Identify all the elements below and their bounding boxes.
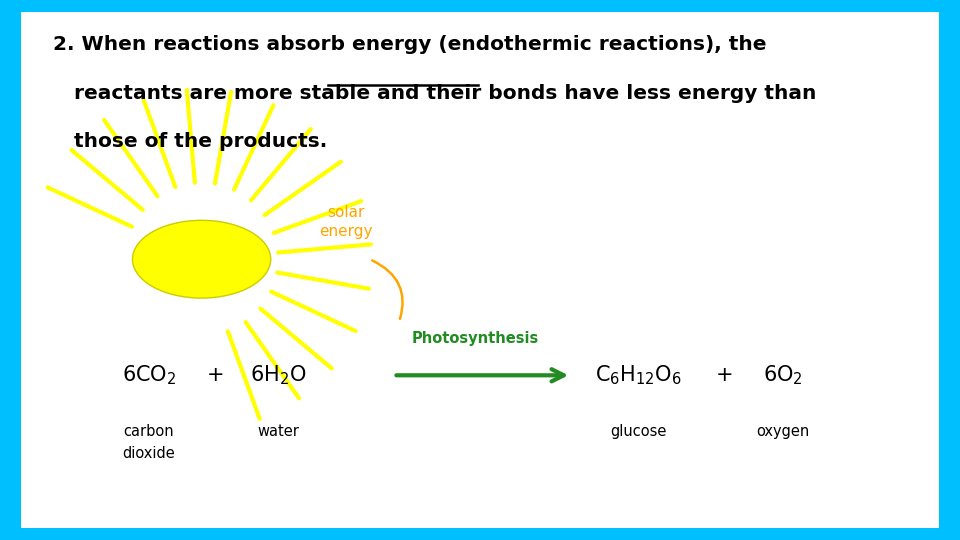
Text: those of the products.: those of the products. [53,132,327,151]
Text: $\mathregular{6O_2}$: $\mathregular{6O_2}$ [762,363,803,387]
Text: $\mathregular{C_6H_{12}O_6}$: $\mathregular{C_6H_{12}O_6}$ [595,363,682,387]
FancyBboxPatch shape [21,12,939,528]
Text: oxygen: oxygen [756,424,809,439]
Text: solar
energy: solar energy [319,205,372,239]
Text: dioxide: dioxide [123,446,175,461]
Text: water: water [257,424,300,439]
Text: +: + [716,365,733,386]
FancyArrowPatch shape [372,260,402,319]
Text: glucose: glucose [611,424,666,439]
Text: +: + [207,365,225,386]
Text: $\mathregular{6CO_2}$: $\mathregular{6CO_2}$ [122,363,176,387]
Text: reactants are more stable and their bonds have less energy than: reactants are more stable and their bond… [53,84,816,103]
Text: $\mathregular{6H_2O}$: $\mathregular{6H_2O}$ [251,363,306,387]
Text: 2. When reactions absorb energy (endothermic reactions), the: 2. When reactions absorb energy (endothe… [53,35,766,54]
Text: Photosynthesis: Photosynthesis [412,330,539,346]
Text: carbon: carbon [124,424,174,439]
Circle shape [132,220,271,298]
